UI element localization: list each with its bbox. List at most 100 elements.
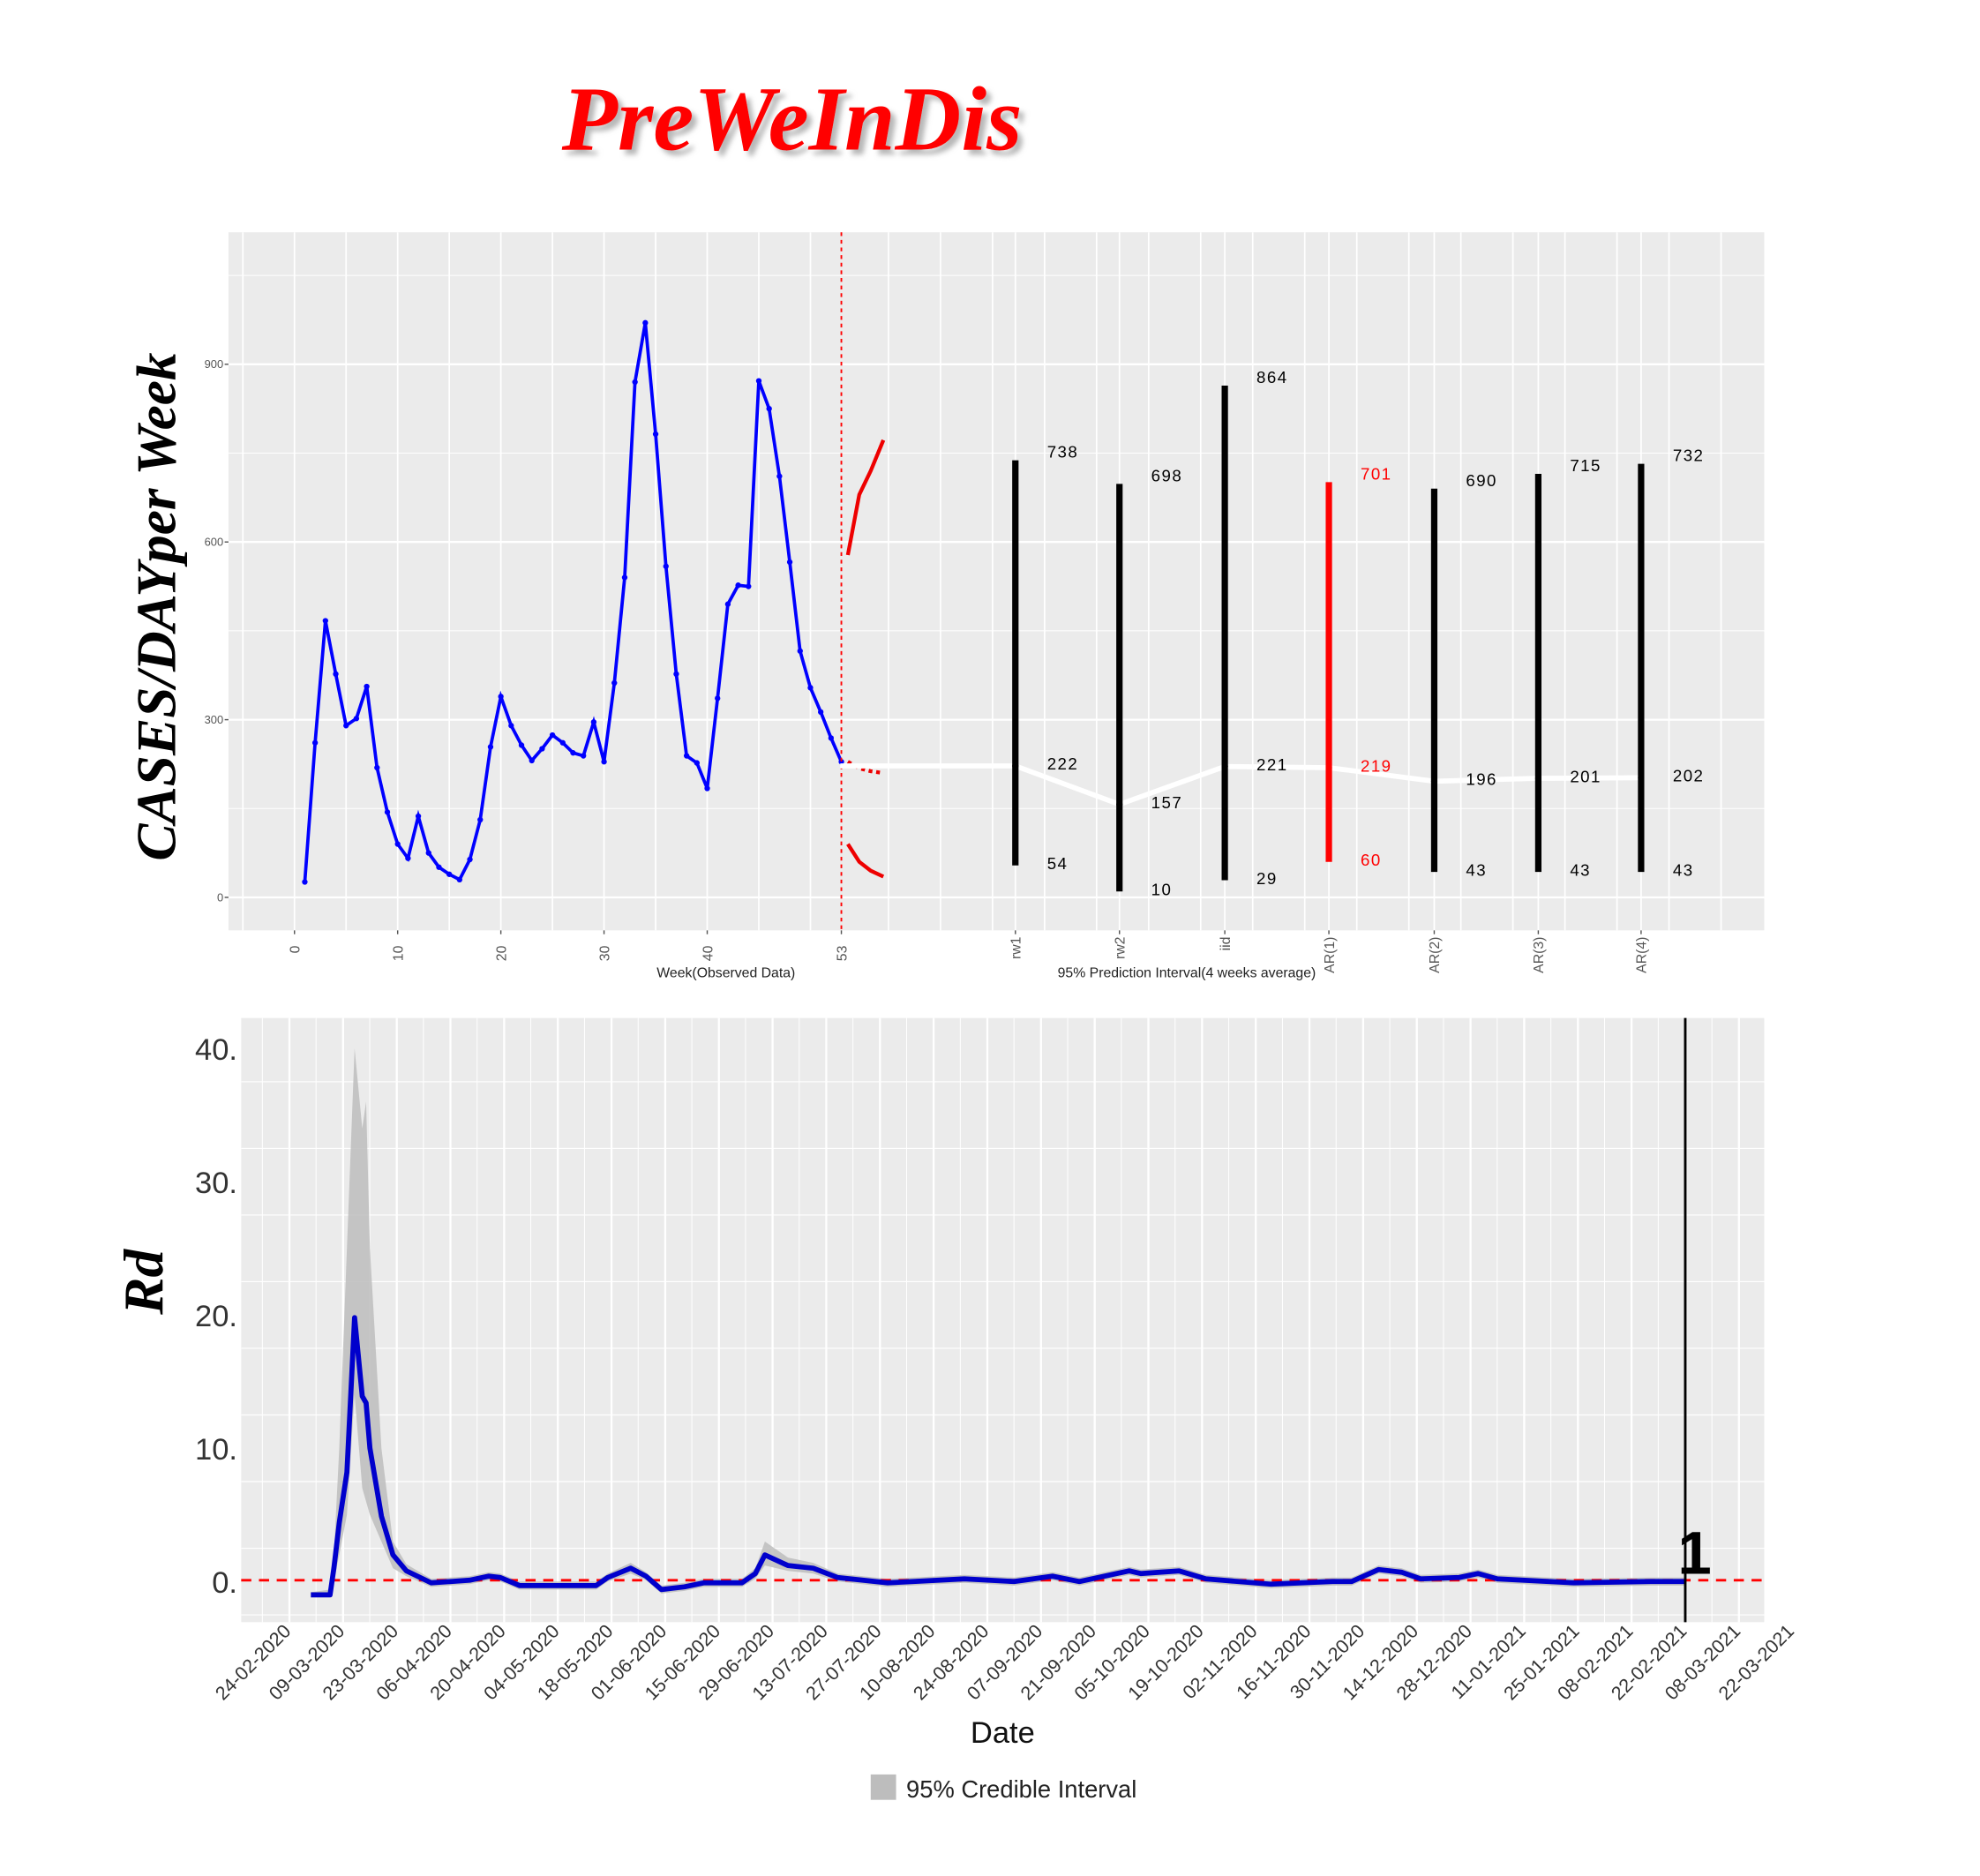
observed-point: [436, 864, 442, 870]
observed-point: [446, 871, 453, 877]
observed-point: [694, 760, 700, 766]
observed-point: [807, 685, 814, 691]
legend-label-ci: 95% Credible Interval: [906, 1775, 1136, 1803]
observed-point: [487, 744, 494, 750]
observed-point: [673, 671, 679, 678]
observed-x-axis-title: Week(Observed Data): [656, 966, 795, 981]
observed-point: [456, 876, 463, 882]
observed-point: [642, 319, 649, 326]
interval-low-label: 54: [1047, 854, 1069, 873]
observed-point: [704, 785, 710, 792]
observed-point: [663, 563, 669, 569]
model-x-tick-label: AR(3): [1532, 937, 1547, 973]
cases-y-axis-title: CASES/DAYper Week: [126, 352, 188, 860]
forecast-upper-line: [845, 439, 886, 556]
observed-point: [621, 574, 628, 581]
interval-mid-label: 202: [1673, 767, 1705, 785]
prediction-median-point: [1221, 763, 1228, 770]
cases-x-tick-label: 10: [391, 945, 406, 961]
interval-low-label: 43: [1570, 860, 1591, 879]
model-x-tick-label: AR(2): [1428, 937, 1443, 973]
cases-y-tick-label: 900: [205, 357, 224, 371]
observed-point: [302, 879, 308, 885]
observed-point: [766, 406, 772, 412]
observed-point: [746, 583, 752, 589]
observed-point: [828, 735, 835, 741]
cases-x-tick-label: 30: [597, 945, 612, 961]
prediction-x-axis-title: 95% Prediction Interval(4 weeks average): [1058, 966, 1316, 981]
prediction-median-point: [1534, 775, 1541, 782]
rd-y-tick-label: 20.: [195, 1300, 237, 1333]
interval-mid-label: 201: [1570, 767, 1601, 785]
observed-point: [817, 709, 824, 716]
rd-y-tick-label: 40.: [195, 1033, 237, 1067]
interval-mid-label: 157: [1151, 793, 1183, 812]
cases-y-tick-label: 600: [205, 536, 224, 549]
interval-high-label: 732: [1673, 446, 1705, 465]
observed-point: [539, 746, 545, 752]
rd-x-axis-title: Date: [971, 1716, 1035, 1750]
observed-point: [755, 378, 762, 384]
observed-point: [776, 473, 783, 479]
rd-y-tick-label: 0.: [212, 1566, 237, 1600]
observed-point: [715, 695, 721, 702]
observed-point: [322, 618, 328, 624]
model-x-tick-label: rw1: [1009, 936, 1024, 959]
observed-point: [724, 601, 731, 607]
cases-y-tick-label: 0: [217, 890, 223, 904]
model-x-tick-label: iid: [1219, 937, 1234, 951]
observed-point: [508, 723, 514, 729]
interval-mid-label: 219: [1361, 756, 1392, 775]
model-x-tick-label: AR(4): [1635, 937, 1650, 973]
cases-x-tick-label: 0: [288, 945, 303, 953]
model-x-tick-label: AR(1): [1323, 937, 1338, 973]
observed-point: [611, 679, 618, 687]
cases-y-axis-title-main: CASES/DAY: [126, 559, 188, 861]
observed-point: [549, 732, 556, 739]
interval-high-label: 864: [1256, 368, 1288, 386]
observed-point: [333, 671, 339, 678]
cases-y-tick-label: 300: [205, 713, 224, 726]
rd-chart: 0.10.20.30.40.24-02-202009-03-202023-03-…: [195, 1017, 1820, 1704]
observed-point: [425, 850, 431, 856]
observed-point: [529, 757, 535, 764]
cases-chart: 0 300 600 900 0 10 20 30 40 53 rw1 rw2 iid AR(1) AR(2)…: [205, 232, 1765, 973]
interval-high-label: 701: [1361, 465, 1392, 484]
observed-point: [590, 719, 597, 725]
rd-series-line: [311, 1315, 1685, 1598]
observed-point: [498, 694, 504, 700]
legend-swatch-ci: [870, 1774, 896, 1800]
observed-point: [581, 753, 587, 759]
cases-x-tick-label: 53: [835, 945, 850, 961]
cases-x-tick-label: 20: [494, 945, 509, 961]
observed-point: [343, 723, 349, 729]
interval-low-label: 29: [1256, 869, 1278, 888]
observed-point: [311, 739, 319, 746]
cases-panel: [228, 232, 1765, 931]
prediction-median-point: [1116, 800, 1123, 808]
observed-point: [364, 683, 370, 690]
interval-median-connector: [840, 763, 1641, 807]
rd-y-axis-title: Rd: [113, 1249, 175, 1316]
interval-mid-label: 221: [1256, 755, 1288, 774]
observed-point: [797, 648, 803, 654]
observed-point: [405, 855, 411, 861]
prediction-median-point: [1638, 774, 1645, 781]
interval-low-label: 43: [1673, 860, 1694, 879]
interval-low-label: 10: [1151, 881, 1173, 899]
observed-point: [632, 379, 638, 386]
observed-point: [652, 431, 659, 438]
prediction-median-point: [1430, 777, 1438, 784]
observed-point: [683, 753, 690, 759]
observed-point: [570, 750, 576, 756]
rd-y-tick-label: 10.: [195, 1433, 237, 1467]
cases-y-axis-title-sub: per Week: [126, 352, 188, 567]
vline-annotation: 1: [1677, 1519, 1711, 1587]
observed-point: [415, 813, 422, 820]
observed-point: [467, 856, 473, 863]
observed-point: [374, 764, 380, 771]
observed-point: [559, 739, 566, 746]
interval-high-label: 715: [1570, 456, 1601, 475]
